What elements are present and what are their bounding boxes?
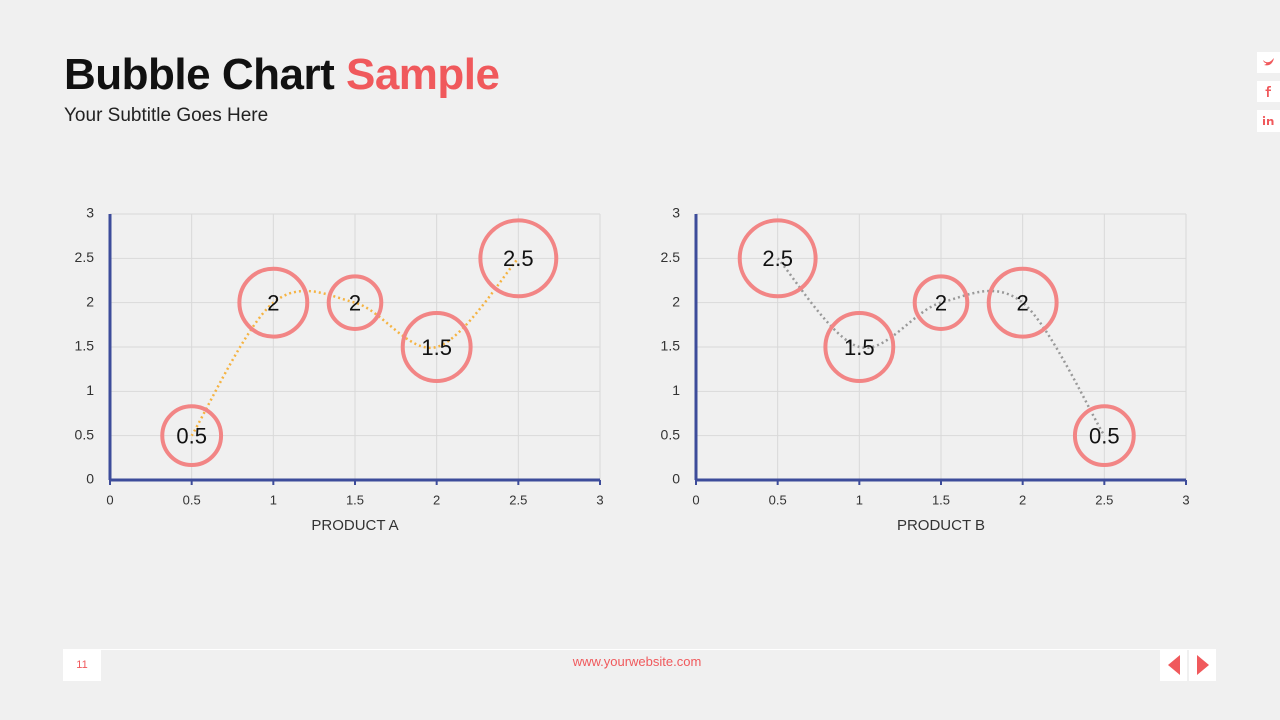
y-tick-label: 2.5 [661,249,681,265]
bubble [737,218,818,299]
title-main: Bubble Chart [64,50,335,99]
title: Bubble Chart Sample [64,50,500,100]
y-tick-label: 3 [672,205,680,221]
data-label: 2.5 [503,246,534,271]
x-tick-label: 0 [106,492,113,507]
data-label: 0.5 [1089,423,1120,448]
bubble [1072,404,1136,468]
y-tick-label: 1 [86,382,94,398]
bubble [160,404,224,468]
bubble [912,274,970,331]
x-tick-label: 2.5 [1095,492,1113,507]
y-tick-label: 0.5 [75,426,95,442]
data-label: 2 [349,290,361,315]
y-tick-label: 2.5 [75,249,95,265]
data-label: 2 [1017,290,1029,315]
subtitle: Your Subtitle Goes Here [64,105,269,126]
x-tick-label: 1.5 [932,492,950,507]
y-tick-label: 0 [672,471,680,487]
x-axis-label: PRODUCT A [311,517,398,534]
data-label: 2.5 [762,246,793,271]
bubble [237,266,310,339]
bubble [986,266,1059,339]
y-tick-label: 2 [86,293,94,309]
title-accent: Sample [345,50,500,99]
twitter-button[interactable] [1257,52,1280,73]
bubble [326,274,384,331]
x-tick-label: 1 [270,492,277,507]
x-tick-label: 1.5 [346,492,364,507]
data-label: 1.5 [421,335,452,360]
y-tick-label: 1 [672,382,680,398]
y-tick-label: 3 [86,205,94,221]
y-tick-label: 1.5 [75,338,95,354]
y-tick-label: 2 [672,293,680,309]
x-tick-label: 1 [856,492,863,507]
bubble [400,311,473,383]
bubble [478,218,559,299]
x-tick-label: 0.5 [183,492,201,507]
linkedin-button[interactable] [1257,110,1280,132]
y-tick-label: 0.5 [661,426,681,442]
data-label: 2 [935,290,947,315]
data-label: 1.5 [844,335,875,360]
next-button[interactable] [1189,649,1216,681]
x-tick-label: 0.5 [769,492,787,507]
y-tick-label: 0 [86,471,94,487]
x-axis-label: PRODUCT B [897,517,985,534]
prev-button[interactable] [1160,649,1187,681]
x-tick-label: 2 [1019,492,1026,507]
footer-rule [63,649,1215,650]
x-tick-label: 2.5 [509,492,527,507]
data-label: 2 [267,290,279,315]
x-tick-label: 0 [692,492,699,507]
page-number: 11 [63,650,101,681]
x-tick-label: 3 [596,492,603,507]
trend-line [190,257,520,437]
bubble [823,311,896,383]
x-tick-label: 2 [433,492,440,507]
x-tick-label: 3 [1182,492,1189,507]
facebook-button[interactable] [1257,81,1280,102]
website: www.yourwebsite.com [572,654,702,669]
y-tick-label: 1.5 [661,338,681,354]
data-label: 0.5 [176,423,207,448]
